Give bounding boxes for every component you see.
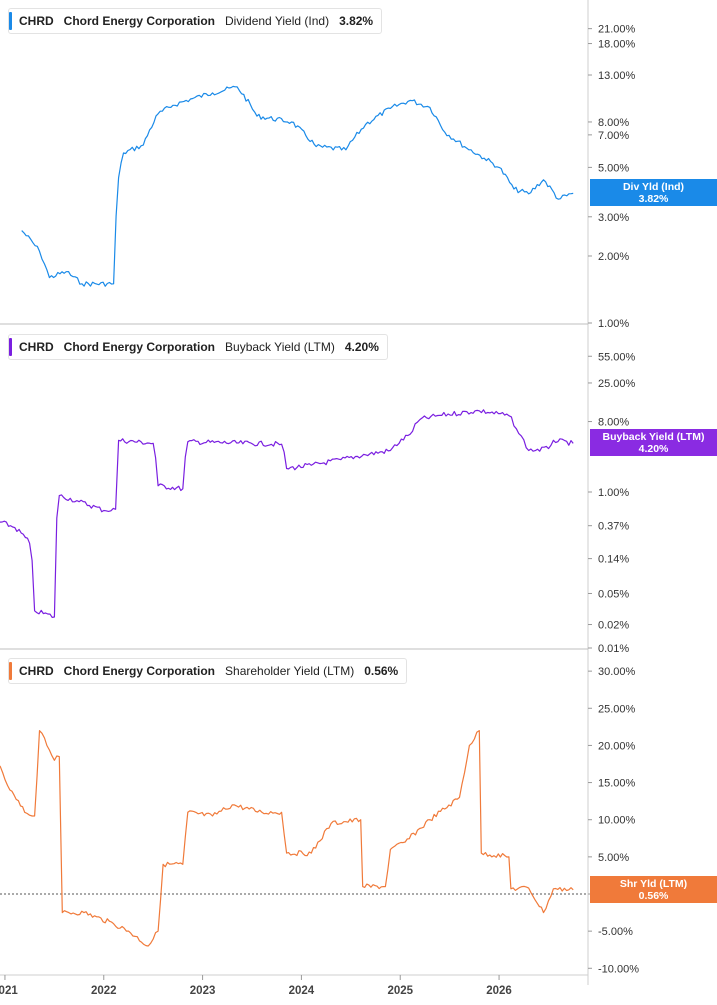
x-tick-label: 2024: [289, 985, 315, 997]
legend-color-swatch: [9, 338, 12, 356]
y-tick-label: 2.00%: [598, 251, 629, 263]
last-value-tag-shareholder: Shr Yld (LTM) 0.56%: [590, 876, 717, 903]
y-tick-label: 18.00%: [598, 39, 636, 51]
y-tick-label: 30.00%: [598, 666, 636, 678]
series-layer: [0, 85, 574, 947]
y-tick-label: 0.02%: [598, 620, 629, 632]
legend-color-swatch: [9, 662, 12, 680]
tag-value: 4.20%: [638, 442, 669, 455]
y-tick-label: 15.00%: [598, 778, 636, 790]
legend-buyback-yield[interactable]: CHRD Chord Energy Corporation Buyback Yi…: [8, 334, 388, 360]
legend-ticker: CHRD: [19, 340, 54, 354]
y-tick-label: 5.00%: [598, 162, 629, 174]
y-tick-label: 25.00%: [598, 378, 636, 390]
x-tick-label: 2023: [190, 985, 216, 997]
y-tick-label: 1.00%: [598, 487, 629, 499]
y-tick-label: 55.00%: [598, 351, 636, 363]
legend-company: Chord Energy Corporation: [63, 664, 216, 678]
legend-value: 0.56%: [364, 664, 399, 678]
last-value-tag-dividend: Div Yld (Ind) 3.82%: [590, 179, 717, 206]
tag-name: Shr Yld (LTM): [619, 877, 688, 890]
tag-name: Div Yld (Ind): [622, 180, 685, 193]
last-value-tag-buyback: Buyback Yield (LTM) 4.20%: [590, 429, 717, 456]
series-line-1: [21, 85, 574, 287]
y-tick-label: 0.37%: [598, 521, 629, 533]
y-tick-label: 0.05%: [598, 588, 629, 600]
y-tick-label: -10.00%: [598, 963, 639, 975]
legend-company: Chord Energy Corporation: [63, 340, 216, 354]
tag-value: 3.82%: [638, 192, 669, 205]
series-line-3: [0, 730, 574, 947]
legend-dividend-yield[interactable]: CHRD Chord Energy Corporation Dividend Y…: [8, 8, 383, 34]
y-tick-label: -5.00%: [598, 926, 633, 938]
y-tick-label: 8.00%: [598, 417, 629, 429]
y-tick-label: 0.14%: [598, 554, 629, 566]
x-tick-label: 2022: [91, 985, 117, 997]
legend-value: 4.20%: [344, 340, 379, 354]
y-tick-label: 20.00%: [598, 740, 636, 752]
legend-company: Chord Energy Corporation: [63, 14, 216, 28]
legend-color-swatch: [9, 12, 12, 30]
x-tick-label: 2021: [0, 985, 18, 997]
y-tick-label: 3.00%: [598, 212, 629, 224]
y-tick-label: 25.00%: [598, 703, 636, 715]
tick-layer: 21.00%18.00%13.00%8.00%7.00%5.00%3.00%2.…: [0, 24, 639, 997]
legend-ticker: CHRD: [19, 14, 54, 28]
x-tick-label: 2026: [486, 985, 512, 997]
legend-ticker: CHRD: [19, 664, 54, 678]
legend-metric: Buyback Yield (LTM): [225, 340, 335, 354]
y-tick-label: 0.01%: [598, 643, 629, 655]
y-tick-label: 10.00%: [598, 815, 636, 827]
y-tick-label: 21.00%: [598, 24, 636, 36]
series-line-2: [0, 409, 574, 618]
y-tick-label: 8.00%: [598, 117, 629, 129]
legend-value: 3.82%: [339, 14, 374, 28]
legend-metric: Dividend Yield (Ind): [225, 14, 330, 28]
y-tick-label: 5.00%: [598, 852, 629, 864]
x-tick-label: 2025: [387, 985, 413, 997]
tag-name: Buyback Yield (LTM): [602, 430, 705, 443]
y-tick-label: 7.00%: [598, 130, 629, 142]
tag-value: 0.56%: [638, 889, 669, 902]
legend-shareholder-yield[interactable]: CHRD Chord Energy Corporation Shareholde…: [8, 658, 408, 684]
y-tick-label: 1.00%: [598, 318, 629, 330]
legend-metric: Shareholder Yield (LTM): [225, 664, 355, 678]
y-tick-label: 13.00%: [598, 70, 636, 82]
